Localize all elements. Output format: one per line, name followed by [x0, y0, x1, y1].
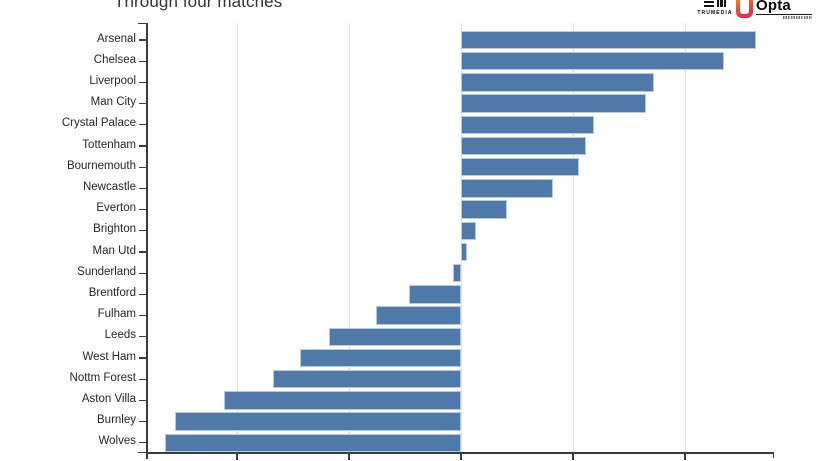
chart-subtitle: Through four matches: [114, 0, 283, 11]
x-axis-tick: [460, 454, 462, 460]
bar: [175, 412, 461, 431]
bar: [223, 391, 461, 410]
gridline: [348, 23, 350, 453]
team-label: Fulham: [97, 308, 136, 321]
y-axis-tick: [139, 102, 147, 105]
bar: [375, 306, 461, 325]
trumedia-logo-text: TRUMEDIA: [697, 9, 733, 16]
bar: [461, 200, 507, 219]
y-axis-tick: [139, 60, 147, 62]
y-axis-tick: [139, 357, 147, 359]
trumedia-logo: TRUMEDIA: [694, 0, 736, 16]
team-label: Newcastle: [82, 180, 136, 193]
bar: [461, 115, 595, 134]
y-axis-tick: [139, 336, 147, 338]
bar: [409, 285, 461, 304]
bar: [461, 158, 579, 177]
x-axis-line: [146, 452, 774, 454]
y-axis-tick: [139, 293, 147, 296]
y-axis-tick: [139, 39, 147, 41]
bar: [461, 73, 654, 92]
bar: [165, 433, 461, 452]
team-label: Everton: [96, 202, 136, 215]
team-label: Bournemouth: [66, 159, 136, 172]
y-axis-tick: [139, 378, 147, 380]
y-axis-tick: [139, 166, 147, 168]
x-axis-tick: [236, 454, 238, 460]
y-axis-top-cap-tick: [138, 23, 147, 25]
y-axis-tick: [139, 145, 147, 147]
x-axis-tick: [684, 454, 686, 460]
team-label: Man City: [90, 96, 136, 109]
team-label: Brighton: [93, 223, 136, 236]
y-axis-tick: [139, 272, 147, 274]
gridline: [572, 23, 574, 453]
gridline: [684, 23, 686, 453]
bar: [272, 370, 461, 389]
team-label: Aston Villa: [81, 392, 136, 405]
x-axis-tick: [572, 454, 574, 460]
x-axis-right-cap-tick: [772, 454, 774, 458]
y-axis-tick: [139, 81, 147, 84]
bar: [299, 348, 461, 368]
bar: [328, 327, 461, 346]
opta-logo-text: Opta: [756, 0, 791, 14]
team-label: Tottenham: [82, 138, 136, 151]
y-axis-tick: [139, 208, 147, 211]
y-axis-tick: [139, 314, 147, 317]
bar: [461, 136, 587, 156]
bar: [453, 264, 461, 283]
team-label: Wolves: [98, 435, 137, 448]
trumedia-icon-bars: [716, 0, 727, 7]
bar: [461, 52, 725, 71]
bar: [461, 179, 553, 198]
team-label: Leeds: [104, 329, 136, 342]
team-label: Liverpool: [89, 74, 136, 87]
opta-underline: [756, 13, 812, 15]
y-axis-tick: [139, 251, 147, 253]
team-label: Nottm Forest: [69, 371, 136, 384]
y-axis-tick: [139, 399, 147, 402]
team-label: Brentford: [88, 286, 136, 299]
team-label: Arsenal: [97, 32, 136, 45]
gridline: [236, 23, 238, 453]
team-label: Sunderland: [77, 265, 136, 278]
team-label: Crystal Palace: [61, 117, 136, 130]
y-axis-tick: [139, 124, 147, 126]
bar: [461, 94, 646, 113]
trumedia-icon-lines: [703, 1, 714, 7]
y-axis-tick: [139, 187, 147, 190]
bar: [461, 242, 467, 262]
team-label: Man Utd: [92, 244, 136, 257]
y-axis-bottom-cap-tick: [138, 452, 147, 454]
team-label: Burnley: [97, 414, 136, 427]
team-label: West Ham: [82, 350, 136, 363]
team-label: Chelsea: [93, 53, 136, 66]
y-axis-tick: [139, 442, 147, 444]
opta-ring-icon: [736, 0, 753, 18]
bar: [461, 221, 476, 240]
opta-tagline-microtext: [783, 15, 812, 19]
bar: [461, 30, 756, 50]
y-axis-tick: [139, 230, 147, 232]
trumedia-icon: [694, 0, 736, 7]
y-axis-spine: [146, 23, 148, 459]
y-axis-tick: [139, 420, 147, 423]
x-axis-tick: [348, 454, 350, 460]
